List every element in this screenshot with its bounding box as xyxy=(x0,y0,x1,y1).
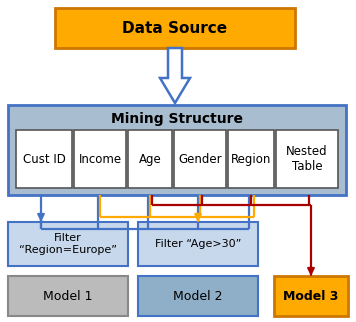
Bar xyxy=(8,276,128,316)
Text: Data Source: Data Source xyxy=(122,21,227,35)
Bar xyxy=(274,276,348,316)
Text: Age: Age xyxy=(138,153,161,166)
Text: Filter “Age>30”: Filter “Age>30” xyxy=(155,239,241,249)
Bar xyxy=(228,130,274,188)
Bar xyxy=(74,130,126,188)
Text: Model 3: Model 3 xyxy=(283,289,339,302)
Text: Income: Income xyxy=(78,153,121,166)
Text: Model 1: Model 1 xyxy=(43,289,93,302)
Text: Cust ID: Cust ID xyxy=(22,153,66,166)
Text: Mining Structure: Mining Structure xyxy=(111,112,243,126)
Bar xyxy=(174,130,226,188)
Bar xyxy=(138,276,258,316)
Bar xyxy=(55,8,295,48)
Text: Filter
“Region=Europe”: Filter “Region=Europe” xyxy=(19,233,117,255)
Bar xyxy=(8,105,346,195)
Text: Model 2: Model 2 xyxy=(173,289,223,302)
Text: Gender: Gender xyxy=(178,153,222,166)
Bar xyxy=(16,130,72,188)
Bar xyxy=(8,222,128,266)
Polygon shape xyxy=(160,48,190,103)
Text: Region: Region xyxy=(231,153,271,166)
Bar xyxy=(276,130,338,188)
Text: Nested
Table: Nested Table xyxy=(286,145,328,173)
Bar xyxy=(138,222,258,266)
Bar xyxy=(128,130,172,188)
